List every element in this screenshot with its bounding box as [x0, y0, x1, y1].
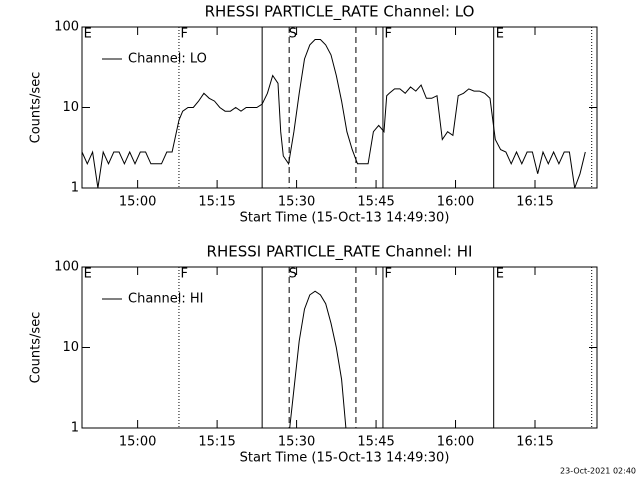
event-flag: S — [289, 267, 297, 282]
x-tick-label: 15:00 — [119, 195, 156, 210]
x-tick-label: 15:00 — [119, 435, 156, 450]
y-tick-label: 1 — [71, 181, 79, 196]
legend-label: Channel: HI — [128, 292, 204, 307]
y-tick-label: 100 — [54, 260, 79, 275]
y-tick-label: 100 — [54, 20, 79, 35]
event-flag: F — [181, 267, 188, 282]
event-flag: F — [385, 267, 392, 282]
x-axis-label: Start Time (15-Oct-13 14:49:30) — [240, 211, 450, 226]
y-tick-label: 10 — [62, 340, 79, 355]
data-line — [289, 290, 347, 429]
y-axis-label: Counts/sec — [29, 72, 44, 144]
y-tick-label: 10 — [62, 100, 79, 115]
event-flag: F — [385, 27, 392, 42]
event-flag: S — [289, 27, 297, 42]
x-tick-label: 16:00 — [437, 195, 474, 210]
event-flag: F — [181, 27, 188, 42]
x-tick-label: 15:30 — [278, 435, 315, 450]
event-flag: E — [496, 267, 504, 282]
event-flag: E — [496, 27, 504, 42]
footer: 23-Oct-2021 02:40 — [560, 467, 636, 476]
chart-title: RHESSI PARTICLE_RATE Channel: LO — [205, 3, 475, 22]
y-tick-label: 1 — [71, 421, 79, 436]
y-axis-label: Counts/sec — [29, 312, 44, 384]
x-tick-label: 15:45 — [357, 195, 394, 210]
chart-title: RHESSI PARTICLE_RATE Channel: HI — [207, 243, 473, 262]
x-tick-label: 15:45 — [357, 435, 394, 450]
legend-label: Channel: LO — [128, 52, 207, 67]
x-tick-label: 16:15 — [516, 195, 553, 210]
event-flag: E — [84, 27, 92, 42]
x-axis-label: Start Time (15-Oct-13 14:49:30) — [240, 451, 450, 466]
x-tick-label: 16:15 — [516, 435, 553, 450]
data-line — [81, 39, 586, 189]
x-tick-label: 15:15 — [198, 435, 235, 450]
event-flag: E — [84, 267, 92, 282]
x-tick-label: 16:00 — [437, 435, 474, 450]
x-tick-label: 15:15 — [198, 195, 235, 210]
x-tick-label: 15:30 — [278, 195, 315, 210]
